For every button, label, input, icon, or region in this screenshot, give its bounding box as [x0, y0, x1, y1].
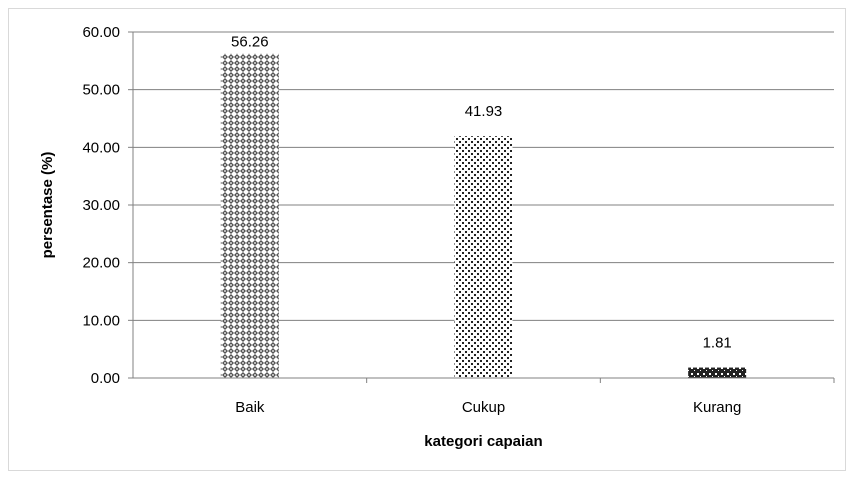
bar-cukup: [454, 136, 513, 378]
chart-frame: [8, 8, 846, 471]
y-tick-label: 50.00: [82, 82, 120, 99]
x-category-label-kurang: Kurang: [693, 399, 741, 416]
y-tick-label: 30.00: [82, 197, 120, 214]
bar-kurang: [688, 367, 747, 378]
bars: [220, 53, 835, 383]
x-category-label-cukup: Cukup: [462, 399, 505, 416]
y-tick-label: 60.00: [82, 24, 120, 41]
x-axis-title: kategori capaian: [424, 433, 542, 450]
y-axis-tick-labels: 0.00 10.00 20.00 30.00 40.00 50.00 60.00: [82, 24, 120, 387]
data-labels: 56.26 41.93 1.81: [231, 34, 732, 352]
y-axis-title: persentase (%): [39, 152, 56, 259]
bar-baik: [220, 53, 279, 379]
y-tick-label: 10.00: [82, 312, 120, 329]
data-label-baik: 56.26: [231, 34, 269, 51]
x-category-label-baik: Baik: [235, 399, 265, 416]
data-label-cukup: 41.93: [465, 103, 503, 120]
x-axis-category-labels: Baik Cukup Kurang: [235, 399, 741, 416]
y-tick-label: 40.00: [82, 139, 120, 156]
data-label-kurang: 1.81: [703, 335, 732, 352]
y-tick-label: 20.00: [82, 255, 120, 272]
y-tick-label: 0.00: [91, 370, 120, 387]
